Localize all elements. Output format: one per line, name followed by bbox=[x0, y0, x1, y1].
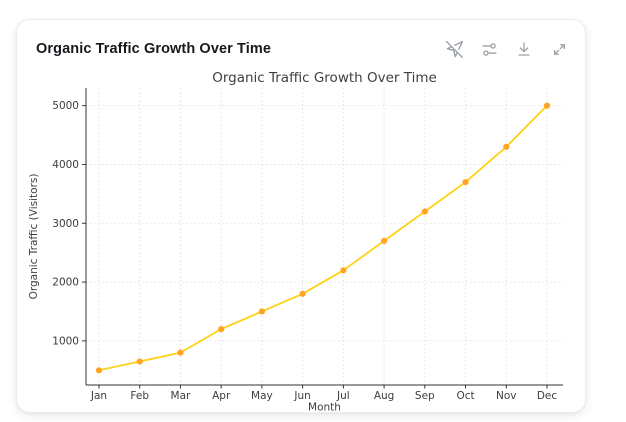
svg-text:Jun: Jun bbox=[293, 390, 310, 402]
svg-text:3000: 3000 bbox=[52, 218, 79, 230]
svg-text:Jul: Jul bbox=[336, 390, 350, 402]
card-title: Organic Traffic Growth Over Time bbox=[36, 41, 271, 57]
navigation-off-glyph bbox=[445, 40, 463, 58]
svg-text:5000: 5000 bbox=[52, 100, 79, 112]
svg-text:Jan: Jan bbox=[90, 390, 107, 402]
svg-text:Apr: Apr bbox=[212, 390, 231, 402]
download-icon[interactable] bbox=[513, 38, 535, 60]
svg-text:2000: 2000 bbox=[52, 277, 79, 289]
svg-text:4000: 4000 bbox=[52, 159, 79, 171]
download-glyph bbox=[518, 42, 530, 56]
expand-icon[interactable] bbox=[548, 38, 570, 60]
svg-text:Organic Traffic Growth Over Ti: Organic Traffic Growth Over Time bbox=[212, 70, 437, 86]
svg-text:Organic Traffic (Visitors): Organic Traffic (Visitors) bbox=[28, 174, 40, 300]
svg-text:Dec: Dec bbox=[537, 390, 558, 402]
svg-text:Feb: Feb bbox=[130, 390, 149, 402]
svg-text:1000: 1000 bbox=[52, 335, 79, 347]
navigation-off-icon[interactable] bbox=[443, 38, 465, 60]
svg-text:Sep: Sep bbox=[415, 390, 435, 402]
svg-text:Oct: Oct bbox=[456, 390, 474, 402]
svg-text:Aug: Aug bbox=[374, 390, 395, 402]
svg-text:Nov: Nov bbox=[496, 390, 517, 402]
svg-text:Month: Month bbox=[308, 402, 341, 414]
svg-text:May: May bbox=[251, 390, 273, 402]
sliders-glyph bbox=[481, 42, 497, 56]
card-header: Organic Traffic Growth Over Time bbox=[17, 20, 585, 64]
card-toolbar bbox=[443, 38, 570, 60]
chart-card: Organic Traffic Growth Over Time bbox=[16, 19, 586, 414]
svg-text:Mar: Mar bbox=[171, 390, 191, 402]
sliders-icon[interactable] bbox=[478, 38, 500, 60]
expand-glyph bbox=[553, 43, 565, 55]
